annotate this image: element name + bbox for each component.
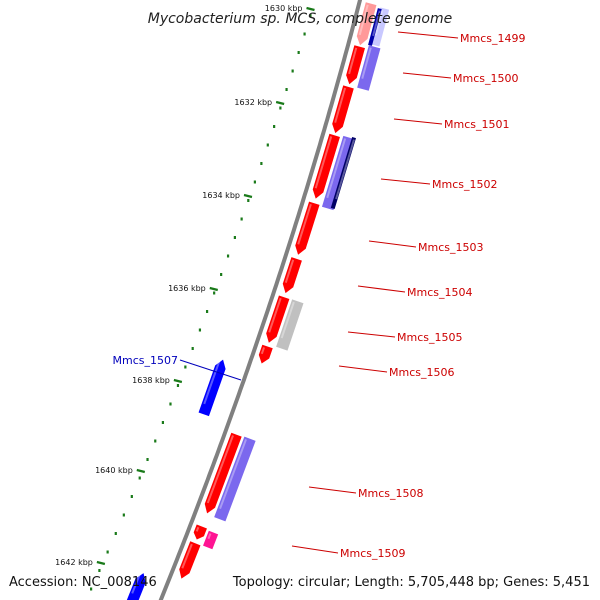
gene-feature — [295, 201, 320, 255]
minor-tick — [146, 458, 149, 461]
minor-tick — [122, 513, 125, 517]
label-leader-line — [397, 31, 459, 39]
minor-tick — [213, 291, 216, 295]
minor-tick — [138, 476, 141, 480]
gene-feature — [179, 541, 201, 579]
gene-label[interactable]: Mmcs_1503 — [418, 241, 483, 254]
major-tick-marks: 1630 kbp 1632 kbp 1634 kbp 1636 kbp 1638 kbp… — [55, 4, 315, 567]
minor-tick — [240, 217, 243, 221]
minor-tick — [266, 143, 269, 147]
gene-label[interactable]: Mmcs_1509 — [340, 547, 405, 560]
minor-tick — [291, 69, 294, 73]
major-tick — [306, 6, 315, 12]
topology-text: Topology: circular; Length: 5,705,448 bp… — [232, 575, 590, 590]
minor-tick — [309, 14, 312, 17]
minor-tick — [205, 310, 209, 313]
gene-feature — [126, 573, 146, 600]
tick-label: 1640 kbp — [95, 466, 133, 475]
label-leader-line — [179, 359, 242, 381]
minor-tick — [260, 162, 263, 165]
minor-tick — [90, 587, 93, 591]
label-leader-line — [368, 240, 417, 248]
minor-tick — [285, 88, 288, 91]
minor-tick — [106, 550, 109, 554]
minor-tick — [253, 180, 256, 184]
tick-label: 1632 kbp — [234, 98, 272, 107]
minor-tick-ring — [90, 14, 312, 591]
gene-feature — [357, 45, 381, 91]
minor-tick — [191, 347, 194, 350]
tick-label: 1638 kbp — [132, 376, 170, 385]
gene-label[interactable]: Mmcs_1504 — [407, 286, 472, 299]
major-tick — [209, 286, 219, 292]
major-tick — [136, 468, 146, 474]
minor-tick — [161, 421, 165, 424]
gene-feature — [198, 359, 226, 417]
tick-label: 1636 kbp — [168, 284, 206, 293]
minor-tick — [114, 532, 117, 535]
label-leader-line — [402, 72, 452, 79]
gene-label[interactable]: Mmcs_1501 — [444, 118, 509, 131]
gene-label[interactable]: Mmcs_1499 — [460, 32, 525, 45]
gene-feature — [193, 524, 207, 540]
minor-tick — [303, 32, 306, 36]
gene-feature — [203, 530, 219, 550]
minor-tick — [220, 273, 223, 276]
label-leader-line — [347, 331, 396, 338]
minor-tick — [279, 106, 282, 110]
major-tick — [173, 378, 183, 384]
gene-feature — [214, 436, 256, 522]
minor-tick — [98, 569, 101, 572]
minor-tick — [184, 365, 187, 369]
gene-features — [126, 2, 390, 600]
gene-label[interactable]: Mmcs_1500 — [453, 72, 518, 85]
gene-feature — [312, 133, 340, 199]
minor-tick — [176, 384, 180, 387]
gene-feature — [370, 7, 390, 47]
gene-feature — [204, 432, 242, 514]
label-leader-line — [291, 545, 339, 554]
gene-feature — [356, 2, 377, 46]
gene-label[interactable]: Mmcs_1502 — [432, 178, 497, 191]
minor-tick — [297, 51, 300, 54]
minor-tick — [198, 328, 202, 332]
tick-label: 1642 kbp — [55, 558, 93, 567]
minor-tick — [233, 236, 236, 239]
gene-label[interactable]: Mmcs_1507 — [113, 354, 178, 367]
minor-tick — [130, 495, 133, 498]
accession-text: Accession: NC_008146 — [9, 575, 157, 590]
label-leader-line — [393, 118, 443, 125]
label-leader-line — [338, 365, 388, 373]
gene-feature — [321, 135, 355, 211]
gene-feature — [282, 257, 302, 294]
minor-tick — [169, 402, 172, 406]
gene-feature — [258, 344, 273, 364]
gene-label[interactable]: Mmcs_1508 — [358, 487, 423, 500]
tick-label: 1634 kbp — [202, 191, 240, 200]
gene-feature — [368, 8, 382, 46]
gene-feature — [330, 136, 356, 210]
label-leader-line — [308, 486, 357, 494]
major-tick — [275, 100, 285, 106]
gene-label[interactable]: Mmcs_1505 — [397, 331, 462, 344]
gene-feature — [266, 295, 290, 343]
major-tick — [96, 560, 106, 566]
map-title: Mycobacterium sp. MCS, complete genome — [148, 11, 453, 27]
minor-tick — [226, 254, 230, 258]
label-leader-line — [380, 178, 431, 185]
gene-feature — [332, 85, 354, 134]
minor-tick — [154, 439, 157, 443]
gene-feature — [346, 45, 365, 85]
tick-label: 1630 kbp — [265, 4, 303, 13]
major-tick — [243, 193, 253, 199]
gene-feature — [276, 299, 304, 351]
gene-label[interactable]: Mmcs_1506 — [389, 366, 454, 379]
label-leader-line — [357, 285, 406, 293]
minor-tick — [247, 199, 250, 202]
minor-tick — [273, 125, 276, 128]
genome-backbone — [158, 0, 363, 600]
gene-labels: Mmcs_1499 Mmcs_1500 Mmcs_1501 Mmcs_1502 Mmcs… — [113, 31, 525, 560]
